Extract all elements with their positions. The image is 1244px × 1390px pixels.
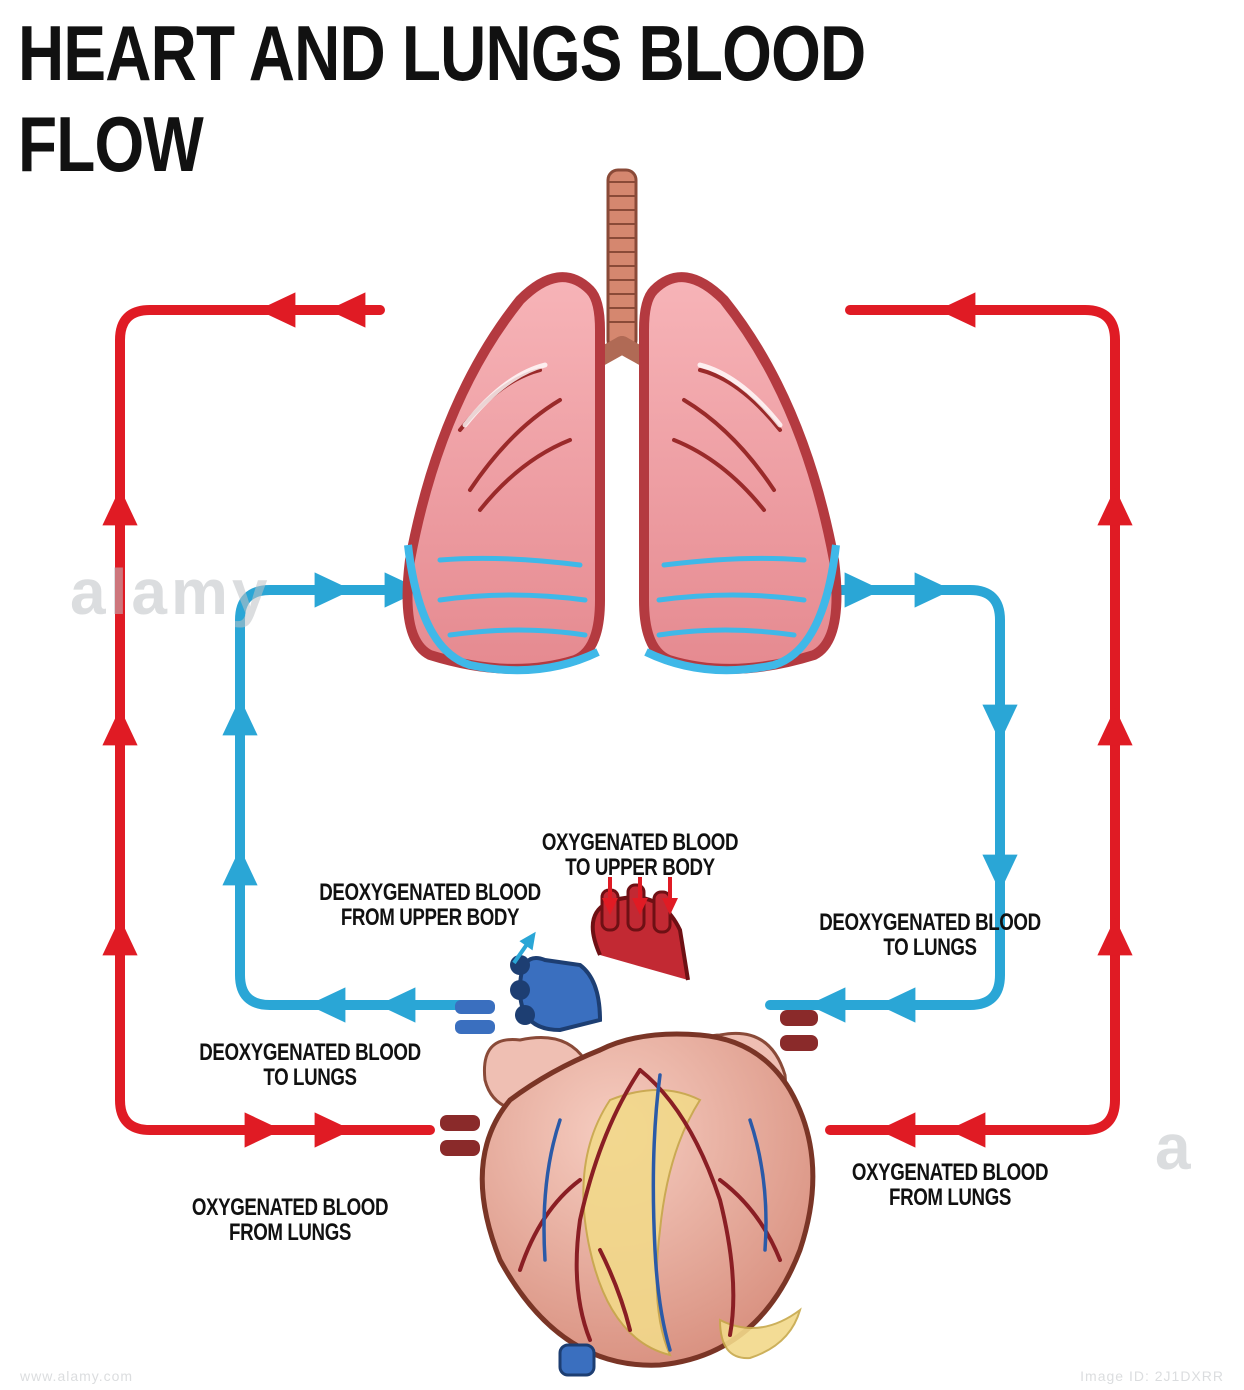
label-deoxy_lungs_r: DEOXYGENATED BLOOD TO LUNGS	[805, 910, 1055, 960]
label-deoxy_upper: DEOXYGENATED BLOOD FROM UPPER BODY	[305, 880, 555, 930]
lungs-icon	[408, 170, 837, 670]
label-oxy_lungs_r: OXYGENATED BLOOD FROM LUNGS	[825, 1160, 1075, 1210]
label-oxy_upper: OXYGENATED BLOOD TO UPPER BODY	[515, 830, 765, 880]
label-deoxy_lungs_l: DEOXYGENATED BLOOD TO LUNGS	[185, 1040, 435, 1090]
flow-paths	[120, 310, 1115, 1130]
lung-right-icon	[644, 277, 837, 669]
heart-icon	[440, 885, 818, 1375]
diagram-stage: HEART AND LUNGS BLOOD FLOW	[0, 0, 1244, 1390]
label-oxy_lungs_l: OXYGENATED BLOOD FROM LUNGS	[165, 1195, 415, 1245]
flow-arrows	[102, 292, 1132, 1147]
lung-left-icon	[408, 277, 601, 669]
